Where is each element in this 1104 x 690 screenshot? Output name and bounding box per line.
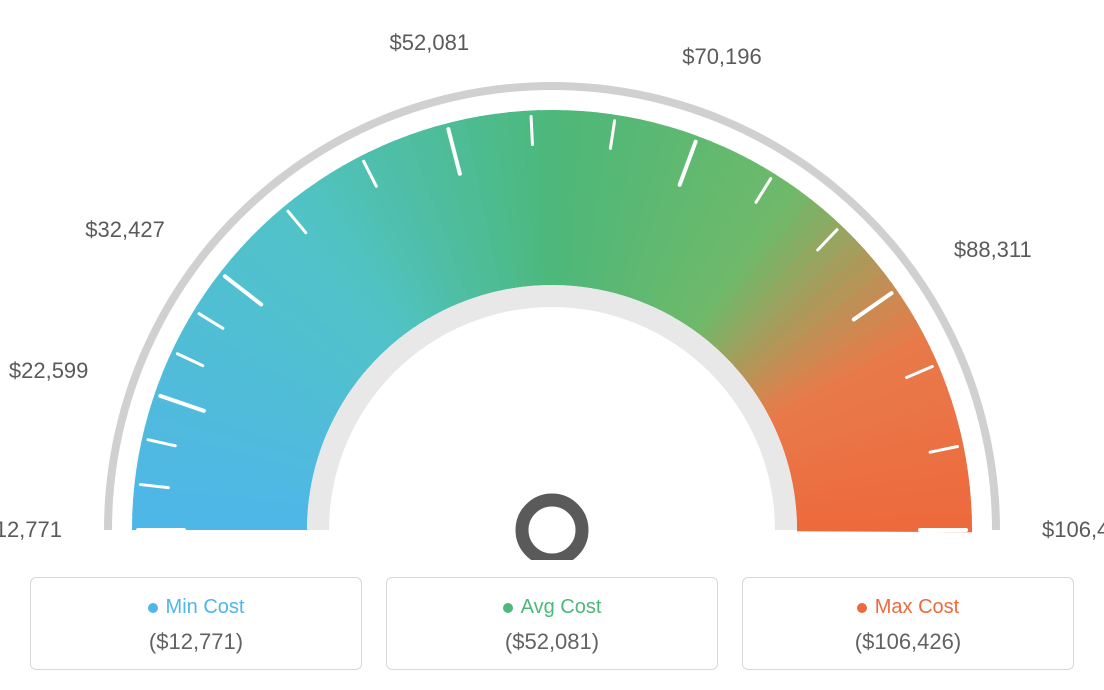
legend-dot-max (857, 603, 867, 613)
gauge-tick-label: $106,426 (1042, 517, 1104, 543)
gauge-tick-label: $70,196 (682, 44, 762, 70)
legend-value-max: ($106,426) (753, 629, 1063, 655)
legend-value-avg: ($52,081) (397, 629, 707, 655)
cost-gauge-chart: $12,771 $22,599 $32,427 $52,081 $70,196 $88,3… (0, 0, 1104, 690)
legend-title-min: Min Cost (41, 596, 351, 619)
legend-title-avg: Avg Cost (397, 596, 707, 619)
legend-label-min: Min Cost (166, 596, 245, 619)
legend-label-avg: Avg Cost (521, 596, 602, 619)
gauge-svg (0, 20, 1104, 560)
legend-card-min: Min Cost ($12,771) (30, 577, 362, 670)
legend-dot-avg (503, 603, 513, 613)
legend-card-avg: Avg Cost ($52,081) (386, 577, 718, 670)
legend-dot-min (148, 603, 158, 613)
gauge-tick-label: $88,311 (954, 237, 1032, 263)
gauge-tick-label: $32,427 (85, 217, 165, 243)
legend-value-min: ($12,771) (41, 629, 351, 655)
gauge-tick-label: $12,771 (0, 517, 62, 543)
legend-row: Min Cost ($12,771) Avg Cost ($52,081) Ma… (30, 577, 1074, 670)
gauge-tick-label: $52,081 (390, 30, 470, 56)
gauge-area: $12,771 $22,599 $32,427 $52,081 $70,196 $88,3… (0, 20, 1104, 560)
legend-label-max: Max Cost (875, 596, 959, 619)
legend-card-max: Max Cost ($106,426) (742, 577, 1074, 670)
gauge-tick-label: $22,599 (9, 358, 89, 384)
legend-title-max: Max Cost (753, 596, 1063, 619)
